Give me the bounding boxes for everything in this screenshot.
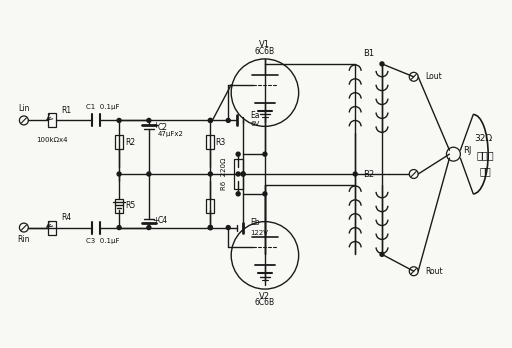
Circle shape (353, 172, 357, 176)
Text: V2: V2 (260, 292, 270, 301)
Text: 耳机: 耳机 (479, 166, 491, 176)
Text: 6C6B: 6C6B (255, 47, 275, 56)
Circle shape (236, 192, 240, 196)
Text: R2: R2 (125, 138, 135, 147)
Bar (115, 199, 123, 213)
Text: R4: R4 (61, 213, 72, 222)
Text: Rin: Rin (17, 235, 30, 244)
Text: Lout: Lout (425, 72, 442, 81)
Circle shape (117, 118, 121, 122)
Circle shape (208, 226, 212, 230)
Bar (48, 113, 56, 127)
Circle shape (147, 172, 151, 176)
Text: C3  0.1μF: C3 0.1μF (87, 238, 120, 244)
Circle shape (380, 62, 384, 66)
Circle shape (236, 172, 240, 176)
Text: 立体声: 立体声 (476, 150, 494, 160)
Text: R1: R1 (61, 106, 72, 115)
Text: 6C6B: 6C6B (255, 299, 275, 308)
Bar (115, 135, 123, 149)
Text: Eb: Eb (250, 218, 260, 227)
Bar (48, 221, 56, 235)
Text: +: + (152, 216, 159, 225)
Circle shape (208, 226, 212, 230)
Circle shape (226, 118, 230, 122)
Circle shape (226, 226, 230, 230)
Text: 47μFx2: 47μFx2 (158, 131, 184, 137)
Circle shape (241, 172, 245, 176)
Circle shape (117, 226, 121, 230)
Bar (206, 135, 215, 149)
Text: R3: R3 (216, 138, 226, 147)
Circle shape (208, 226, 212, 230)
Text: 6V: 6V (250, 121, 259, 127)
Bar (206, 199, 215, 213)
Text: 122V: 122V (250, 230, 268, 236)
Text: R5: R5 (125, 201, 135, 210)
Circle shape (380, 252, 384, 256)
Circle shape (208, 118, 212, 122)
Circle shape (147, 118, 151, 122)
Circle shape (147, 226, 151, 230)
Circle shape (241, 172, 245, 176)
Text: C2: C2 (158, 123, 168, 132)
Text: C1  0.1μF: C1 0.1μF (87, 104, 120, 110)
Text: Ea: Ea (250, 111, 260, 120)
Circle shape (263, 152, 267, 156)
Circle shape (208, 118, 212, 122)
Text: Lin: Lin (18, 104, 30, 113)
Text: B1: B1 (364, 49, 375, 58)
Text: V1: V1 (260, 40, 270, 48)
Circle shape (236, 152, 240, 156)
Circle shape (117, 172, 121, 176)
Text: RJ: RJ (463, 146, 472, 155)
Text: 32Ω: 32Ω (474, 134, 492, 143)
Text: 100kΩx4: 100kΩx4 (36, 137, 68, 143)
Text: +: + (152, 121, 159, 130)
Circle shape (208, 172, 212, 176)
Text: B2: B2 (364, 171, 375, 180)
Text: Rout: Rout (425, 267, 443, 276)
Bar (233, 159, 243, 189)
Text: R6  220Ω: R6 220Ω (221, 158, 227, 190)
Circle shape (263, 192, 267, 196)
Text: C4: C4 (158, 216, 168, 225)
